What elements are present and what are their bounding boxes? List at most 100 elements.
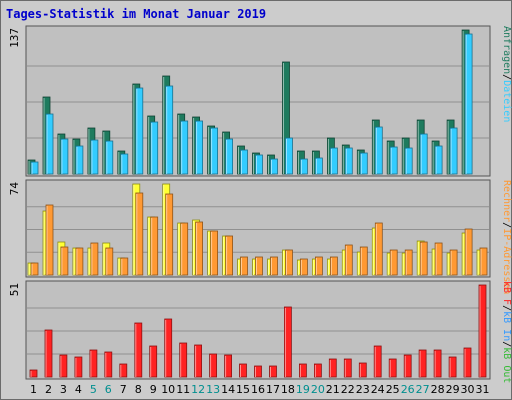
bar-besuche xyxy=(195,221,204,276)
day-label: 10 xyxy=(161,383,175,396)
bar-dateien xyxy=(419,133,428,175)
bar-dateien xyxy=(314,157,323,175)
day-label: 28 xyxy=(431,383,445,396)
bar-kb-f xyxy=(448,356,457,378)
bar-besuche xyxy=(75,247,84,276)
bar-dateien xyxy=(464,33,473,175)
bar-kb-f xyxy=(418,349,427,378)
bar-dateien xyxy=(180,120,189,175)
bar-besuche xyxy=(90,242,99,276)
bar-dateien xyxy=(285,137,293,175)
bar-dateien xyxy=(150,121,159,175)
bar-besuche xyxy=(479,247,488,276)
bar-kb-f xyxy=(194,344,203,378)
bar-dateien xyxy=(434,145,443,175)
day-label: 20 xyxy=(311,383,325,396)
legend-item: Rechner xyxy=(501,180,512,222)
bar-kb-f xyxy=(313,363,322,378)
bar-kb-f xyxy=(74,356,83,378)
bar-kb-f xyxy=(298,363,307,378)
series-besuche xyxy=(30,192,488,276)
day-label: 2 xyxy=(45,383,52,396)
bar-kb-f xyxy=(463,347,472,378)
legend-item: / xyxy=(501,222,512,228)
bar-besuche xyxy=(180,222,189,276)
bar-kb-f xyxy=(89,349,98,378)
bar-kb-f xyxy=(149,345,158,378)
bar-kb-f xyxy=(343,358,352,378)
day-label: 16 xyxy=(251,383,265,396)
bar-kb-f xyxy=(283,306,292,378)
day-label: 1 xyxy=(30,383,37,396)
day-axis-labels: 1 2 3 4 5 6 7 8 9 10 11 12 13 14 15 16 17 18 19 20 21 22 23 24 2… xyxy=(30,383,490,396)
bar-besuche xyxy=(419,241,428,276)
bar-besuche xyxy=(299,258,308,276)
bar-dateien xyxy=(105,140,114,175)
day-label: 26 xyxy=(401,383,415,396)
bar-besuche xyxy=(434,242,443,276)
day-label: 9 xyxy=(150,383,157,396)
bar-besuche xyxy=(135,192,144,276)
day-label: 14 xyxy=(221,383,235,396)
day-label: 23 xyxy=(356,383,370,396)
bar-besuche xyxy=(449,249,458,276)
bar-dateien xyxy=(299,158,308,175)
bar-besuche xyxy=(404,249,413,276)
bar-dateien xyxy=(255,154,263,175)
bar-dateien xyxy=(389,146,398,175)
day-label: 13 xyxy=(206,383,220,396)
legend-group-1: Anfragen/Dateien xyxy=(501,26,512,122)
bar-dateien xyxy=(90,139,99,175)
day-label: 4 xyxy=(75,383,82,396)
bar-dateien xyxy=(344,147,353,175)
bar-besuche xyxy=(285,249,293,276)
day-label: 18 xyxy=(281,383,295,396)
day-label: 11 xyxy=(176,383,190,396)
legend-item: / xyxy=(501,341,512,347)
bar-kb-f xyxy=(44,329,53,378)
chart-title: Tages-Statistik im Monat Januar 2019 xyxy=(6,7,266,21)
day-label: 27 xyxy=(416,383,430,396)
bar-dateien xyxy=(404,147,413,175)
day-label: 8 xyxy=(135,383,142,396)
bar-kb-f xyxy=(209,353,218,378)
day-label: 3 xyxy=(60,383,67,396)
bar-besuche xyxy=(314,256,323,276)
bar-kb-f xyxy=(388,358,397,378)
day-label: 7 xyxy=(120,383,127,396)
bar-besuche xyxy=(45,204,54,276)
day-label: 12 xyxy=(191,383,205,396)
bar-besuche xyxy=(30,262,39,276)
bar-dateien xyxy=(449,127,458,175)
bar-dateien xyxy=(45,113,54,175)
bar-besuche xyxy=(210,230,219,276)
day-label: 15 xyxy=(236,383,250,396)
bar-besuche xyxy=(165,193,174,276)
legend-item: / xyxy=(501,305,512,311)
legend-item: Dateien xyxy=(501,80,512,122)
y-max-label: 137 xyxy=(8,28,21,48)
bar-dateien xyxy=(165,85,174,175)
bar-dateien xyxy=(75,145,84,175)
bar-dateien xyxy=(120,153,129,175)
panel-3: 51 xyxy=(8,280,491,380)
day-label: 5 xyxy=(90,383,97,396)
bar-besuche xyxy=(329,256,338,276)
day-label: 31 xyxy=(476,383,490,396)
bar-kb-f xyxy=(358,362,367,378)
bar-kb-f xyxy=(239,363,247,378)
bar-kb-f xyxy=(403,354,412,378)
day-label: 6 xyxy=(105,383,112,396)
legend-item: kB In xyxy=(501,311,512,341)
bar-kb-f xyxy=(478,284,487,378)
y-max-label: 51 xyxy=(8,283,21,296)
chart-panels: 137 74 51 xyxy=(8,25,491,380)
bar-dateien xyxy=(270,158,278,175)
bar-dateien xyxy=(195,120,204,175)
y-max-label: 74 xyxy=(8,182,21,196)
day-label: 19 xyxy=(296,383,310,396)
bar-dateien xyxy=(135,87,144,175)
bar-besuche xyxy=(150,216,159,276)
legend-item: kB F xyxy=(501,281,512,305)
